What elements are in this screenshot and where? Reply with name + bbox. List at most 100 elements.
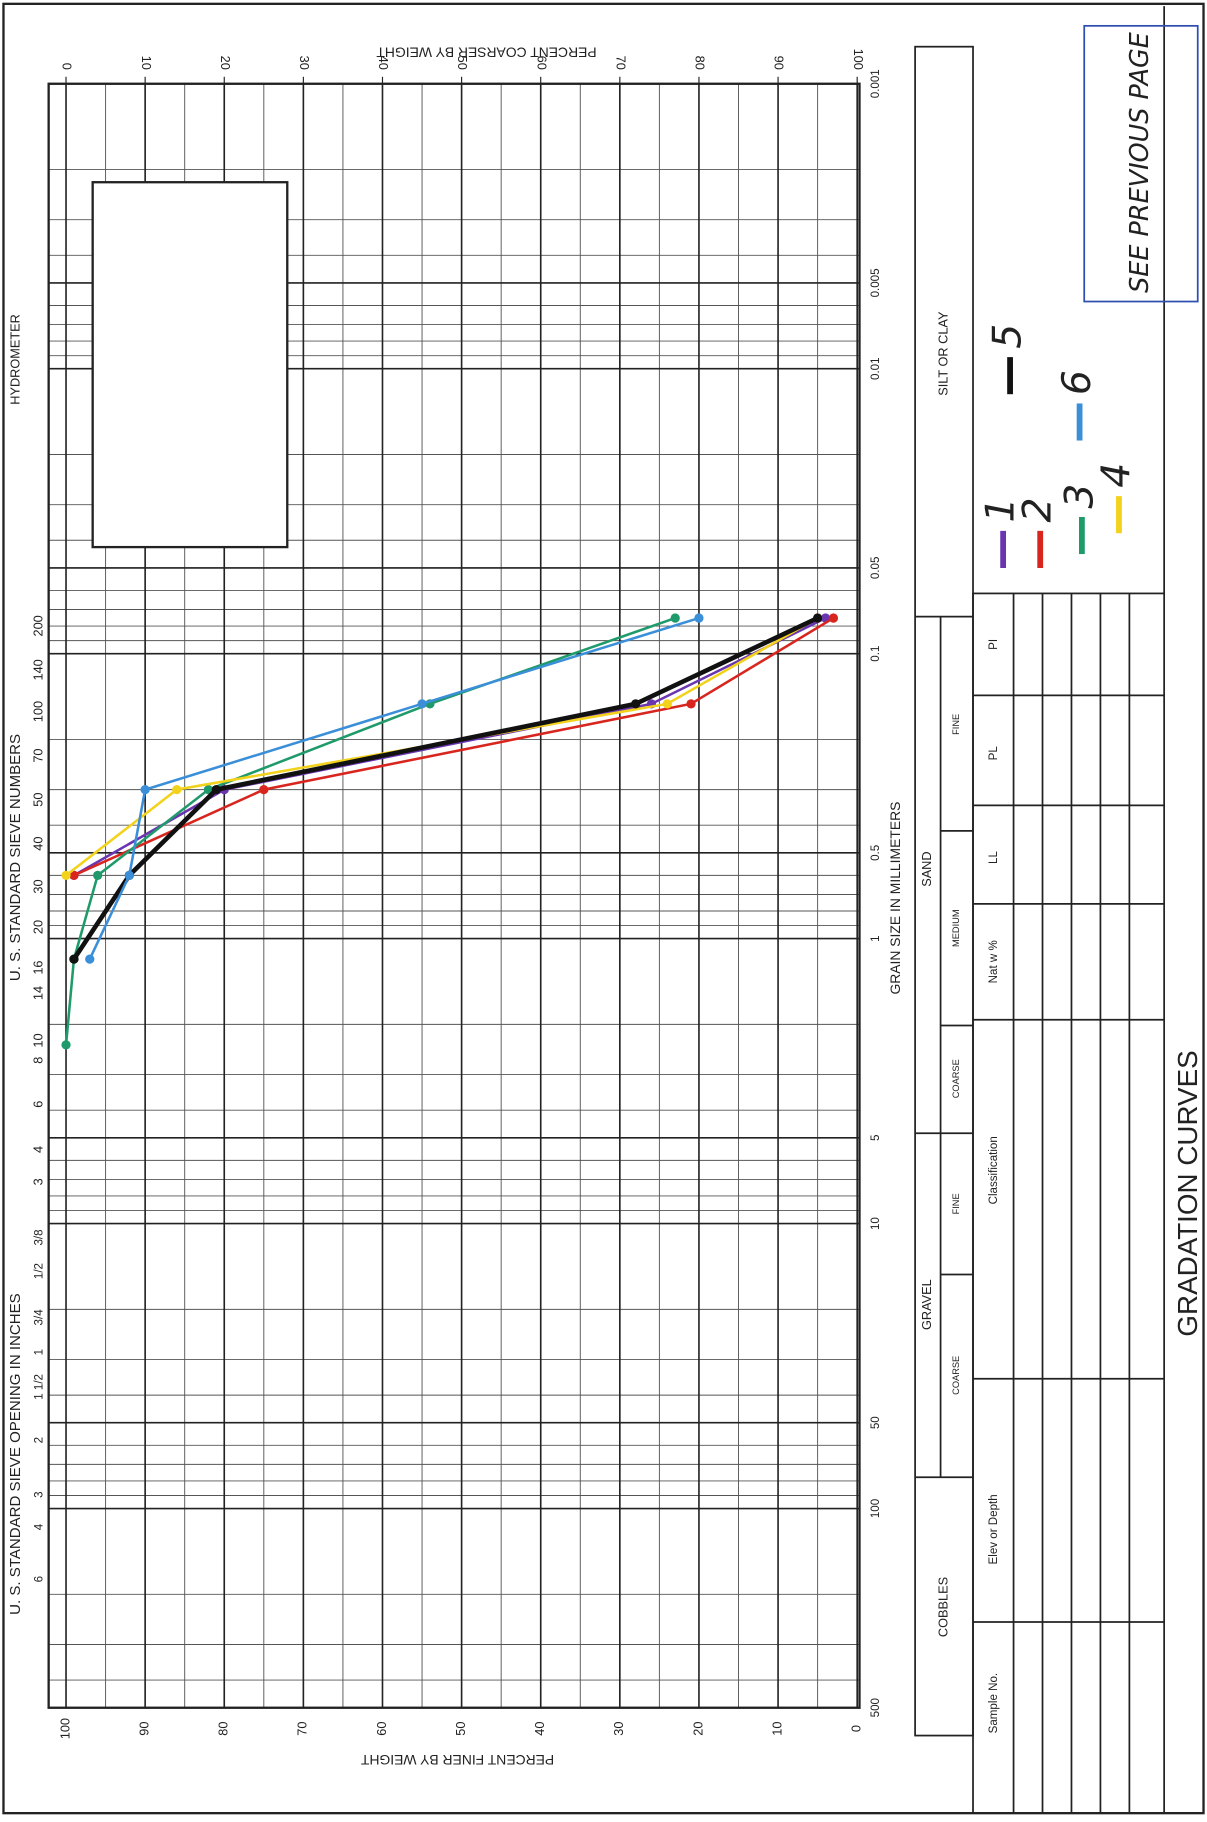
table-header: Elev or Depth <box>988 1494 1000 1564</box>
coarser-tick-label: 60 <box>534 56 549 70</box>
finer-tick-label: 40 <box>532 1722 547 1736</box>
sieve-inch: 1 1/2 <box>33 1374 45 1400</box>
gravel-coarse: COARSE <box>951 1356 961 1395</box>
finer-tick-label: 10 <box>769 1722 784 1736</box>
finer-tick-label: 30 <box>611 1722 626 1736</box>
curve-point <box>93 871 102 880</box>
finer-tick-label: 60 <box>374 1722 389 1736</box>
cobbles: COBBLES <box>935 1577 950 1637</box>
finer-tick-label: 80 <box>216 1722 231 1736</box>
note: SEE PREVIOUS PAGE <box>1125 31 1155 293</box>
grain-tick-label: 5 <box>870 1135 882 1141</box>
silt-clay: SILT OR CLAY <box>935 311 950 396</box>
sieve-number: 10 <box>31 1033 46 1047</box>
curve-point <box>69 954 78 963</box>
table-header: PI <box>988 639 1000 650</box>
coarser-tick-label: 80 <box>693 56 708 70</box>
legend-label: 6 <box>1054 370 1100 395</box>
sieve-inch: 4 <box>33 1523 45 1530</box>
grain-tick-label: 10 <box>870 1217 882 1230</box>
table-header: Sample No. <box>988 1673 1000 1734</box>
grain-tick-label: 0.1 <box>870 646 882 662</box>
grain-tick-label: 100 <box>870 1499 882 1518</box>
curve-point <box>61 871 70 880</box>
grain-tick-label: 0.05 <box>870 557 882 580</box>
sieve-number: 50 <box>31 793 46 807</box>
percent-coarser-title: PERCENT COARSER BY WEIGHT <box>376 45 597 61</box>
table-header: Nat w % <box>988 940 1000 983</box>
coarser-tick-label: 90 <box>772 56 787 70</box>
percent-finer-title: PERCENT FINER BY WEIGHT <box>360 1752 554 1768</box>
note-text: SEE PREVIOUS PAGE <box>1125 31 1155 293</box>
grain-tick-label: 50 <box>870 1416 882 1429</box>
hydrometer-box <box>93 182 288 547</box>
table-header: PL <box>988 746 1000 761</box>
sieve-inches-title: U. S. STANDARD SIEVE OPENING IN INCHES <box>7 1293 24 1615</box>
coarser-tick-label: 10 <box>139 56 154 70</box>
finer-tick-label: 0 <box>849 1725 864 1732</box>
hydrometer-label: HYDROMETER <box>8 314 23 405</box>
curve-point <box>172 785 181 794</box>
sieve-number: 70 <box>31 749 46 763</box>
grain-tick-label: 1 <box>870 935 882 941</box>
curve-point <box>85 954 94 963</box>
sieve-number: 200 <box>31 615 46 636</box>
sieve-number: 20 <box>31 920 46 934</box>
sieve-inch: 3/4 <box>33 1309 45 1326</box>
sand-medium: MEDIUM <box>951 909 961 947</box>
sieve-number: 100 <box>31 701 46 722</box>
grain-tick-label: 0.001 <box>870 69 882 98</box>
sieve-inch: 3/8 <box>33 1229 45 1245</box>
table-header: Classification <box>988 1136 1000 1204</box>
coarser-tick-label: 100 <box>851 49 866 70</box>
sieve-number: 14 <box>31 986 46 1000</box>
sieve-inch: 6 <box>33 1576 45 1582</box>
curve-point <box>125 871 134 880</box>
curve-point <box>61 1040 70 1049</box>
curve-point <box>631 699 640 708</box>
coarser-tick-label: 30 <box>297 56 312 70</box>
sieve-number: 140 <box>31 659 46 680</box>
sieve-number: 3 <box>31 1178 46 1185</box>
sieve-number: 30 <box>31 879 46 893</box>
sieve-numbers-title: U. S. STANDARD SIEVE NUMBERS <box>7 734 24 981</box>
grain-tick-label: 500 <box>870 1698 882 1717</box>
sieve-inch: 1/2 <box>33 1263 45 1279</box>
grain-tick-label: 0.5 <box>870 845 882 861</box>
finer-tick-label: 90 <box>137 1722 152 1736</box>
coarser-tick-label: 70 <box>613 56 628 70</box>
grain-tick-label: 0.01 <box>870 357 882 380</box>
sieve-inch: 2 <box>33 1437 45 1443</box>
finer-tick-label: 20 <box>690 1722 705 1736</box>
curve-point <box>141 785 150 794</box>
sieve-number: 6 <box>31 1101 46 1108</box>
sieve-number: 8 <box>31 1057 46 1064</box>
coarser-tick-label: 0 <box>60 63 75 70</box>
curve-point <box>417 699 426 708</box>
grain-size-title: GRAIN SIZE IN MILLIMETERS <box>887 802 903 995</box>
curve-point <box>694 613 703 622</box>
curve-point <box>686 699 695 708</box>
finer-tick-label: 50 <box>453 1722 468 1736</box>
curve-point <box>813 613 822 622</box>
sand: SAND <box>919 851 934 886</box>
sieve-number: 40 <box>31 837 46 851</box>
gravel: GRAVEL <box>919 1279 934 1330</box>
sieve-inch: 1 <box>33 1349 45 1355</box>
curve-point <box>259 785 268 794</box>
sieve-inch: 3 <box>33 1491 45 1497</box>
legend-label: 2 <box>1015 497 1061 522</box>
gravel-fine: FINE <box>951 1193 961 1214</box>
sand-coarse: COARSE <box>951 1059 961 1098</box>
sieve-number: 4 <box>31 1146 46 1153</box>
finer-tick-label: 70 <box>295 1722 310 1736</box>
table-header: LL <box>988 851 1000 864</box>
curve-point <box>671 613 680 622</box>
grain-tick-label: 0.005 <box>870 268 882 297</box>
curve-point <box>663 699 672 708</box>
curve-point <box>212 785 221 794</box>
gradation-sheet: HYDROMETER U. S. STANDARD SIEVE NUMBERS … <box>0 0 1207 1817</box>
curve-point <box>829 613 838 622</box>
finer-tick-label: 100 <box>57 1718 72 1739</box>
coarser-tick-label: 40 <box>376 56 391 70</box>
